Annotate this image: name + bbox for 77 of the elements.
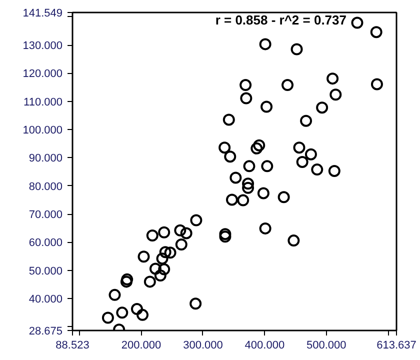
x-tick-label: 300.000	[183, 340, 223, 352]
y-tick-label: 60.000	[28, 237, 63, 250]
point	[144, 276, 156, 288]
point	[240, 92, 252, 104]
point	[326, 72, 339, 85]
point	[226, 194, 238, 206]
point	[257, 187, 270, 200]
point	[316, 102, 328, 114]
point	[311, 164, 324, 176]
point	[230, 172, 242, 184]
point	[253, 139, 266, 152]
x-tick-label: 200.000	[121, 340, 162, 352]
point	[158, 263, 170, 276]
point	[136, 308, 149, 321]
point	[121, 273, 134, 286]
point	[158, 226, 170, 238]
y-tick-label: 100.000	[22, 124, 63, 137]
point	[261, 160, 274, 172]
point	[222, 114, 235, 126]
point	[138, 250, 150, 263]
point	[164, 246, 176, 259]
point	[190, 214, 202, 226]
point	[259, 222, 272, 234]
point	[149, 262, 162, 275]
y-tick-label: 40.000	[28, 294, 63, 306]
y-tick-label: 130.000	[22, 40, 63, 52]
point	[219, 230, 232, 243]
y-tick-label: 50.000	[28, 265, 63, 278]
point	[370, 78, 383, 90]
point	[102, 312, 114, 324]
point	[328, 164, 340, 177]
point	[130, 303, 143, 316]
x-tick-label: 613.637	[376, 340, 416, 352]
point	[116, 306, 128, 319]
point	[296, 156, 308, 168]
point	[259, 38, 272, 50]
point	[330, 88, 342, 101]
point	[175, 238, 188, 250]
y-tick-label: 120.000	[22, 68, 63, 80]
point	[154, 270, 166, 282]
point	[190, 298, 202, 310]
point	[146, 229, 158, 242]
y-tick-label: 110.000	[24, 96, 63, 108]
point	[288, 234, 300, 247]
y-tick-label: 28.675	[28, 326, 63, 338]
point	[293, 142, 306, 154]
x-tick-label: 500.000	[306, 340, 346, 352]
point	[282, 79, 294, 92]
point	[174, 224, 186, 236]
point	[224, 150, 236, 163]
point	[290, 43, 303, 56]
point	[156, 252, 168, 265]
point	[242, 182, 254, 194]
point	[242, 178, 254, 190]
point	[219, 228, 232, 240]
point	[278, 191, 290, 204]
point	[250, 142, 263, 154]
y-tick-label: 70.000	[28, 209, 63, 222]
x-tick-label: 88.523	[56, 340, 90, 352]
point	[260, 100, 273, 113]
annotation: r = 0.858 - r^2 = 0.737	[215, 12, 346, 28]
point	[351, 16, 364, 29]
point	[108, 288, 121, 301]
point	[180, 227, 192, 240]
point	[120, 276, 132, 288]
x-tick-label: 400.000	[244, 340, 285, 352]
y-tick-label: 80.000	[28, 180, 63, 193]
point	[218, 142, 231, 154]
point	[370, 26, 382, 38]
point	[304, 148, 317, 160]
point	[237, 194, 250, 206]
y-tick-label: 90.000	[28, 152, 63, 165]
point	[300, 114, 312, 127]
y-tick-label: 141.549	[22, 8, 63, 20]
point	[159, 246, 172, 258]
point	[243, 160, 256, 172]
point	[240, 79, 252, 92]
